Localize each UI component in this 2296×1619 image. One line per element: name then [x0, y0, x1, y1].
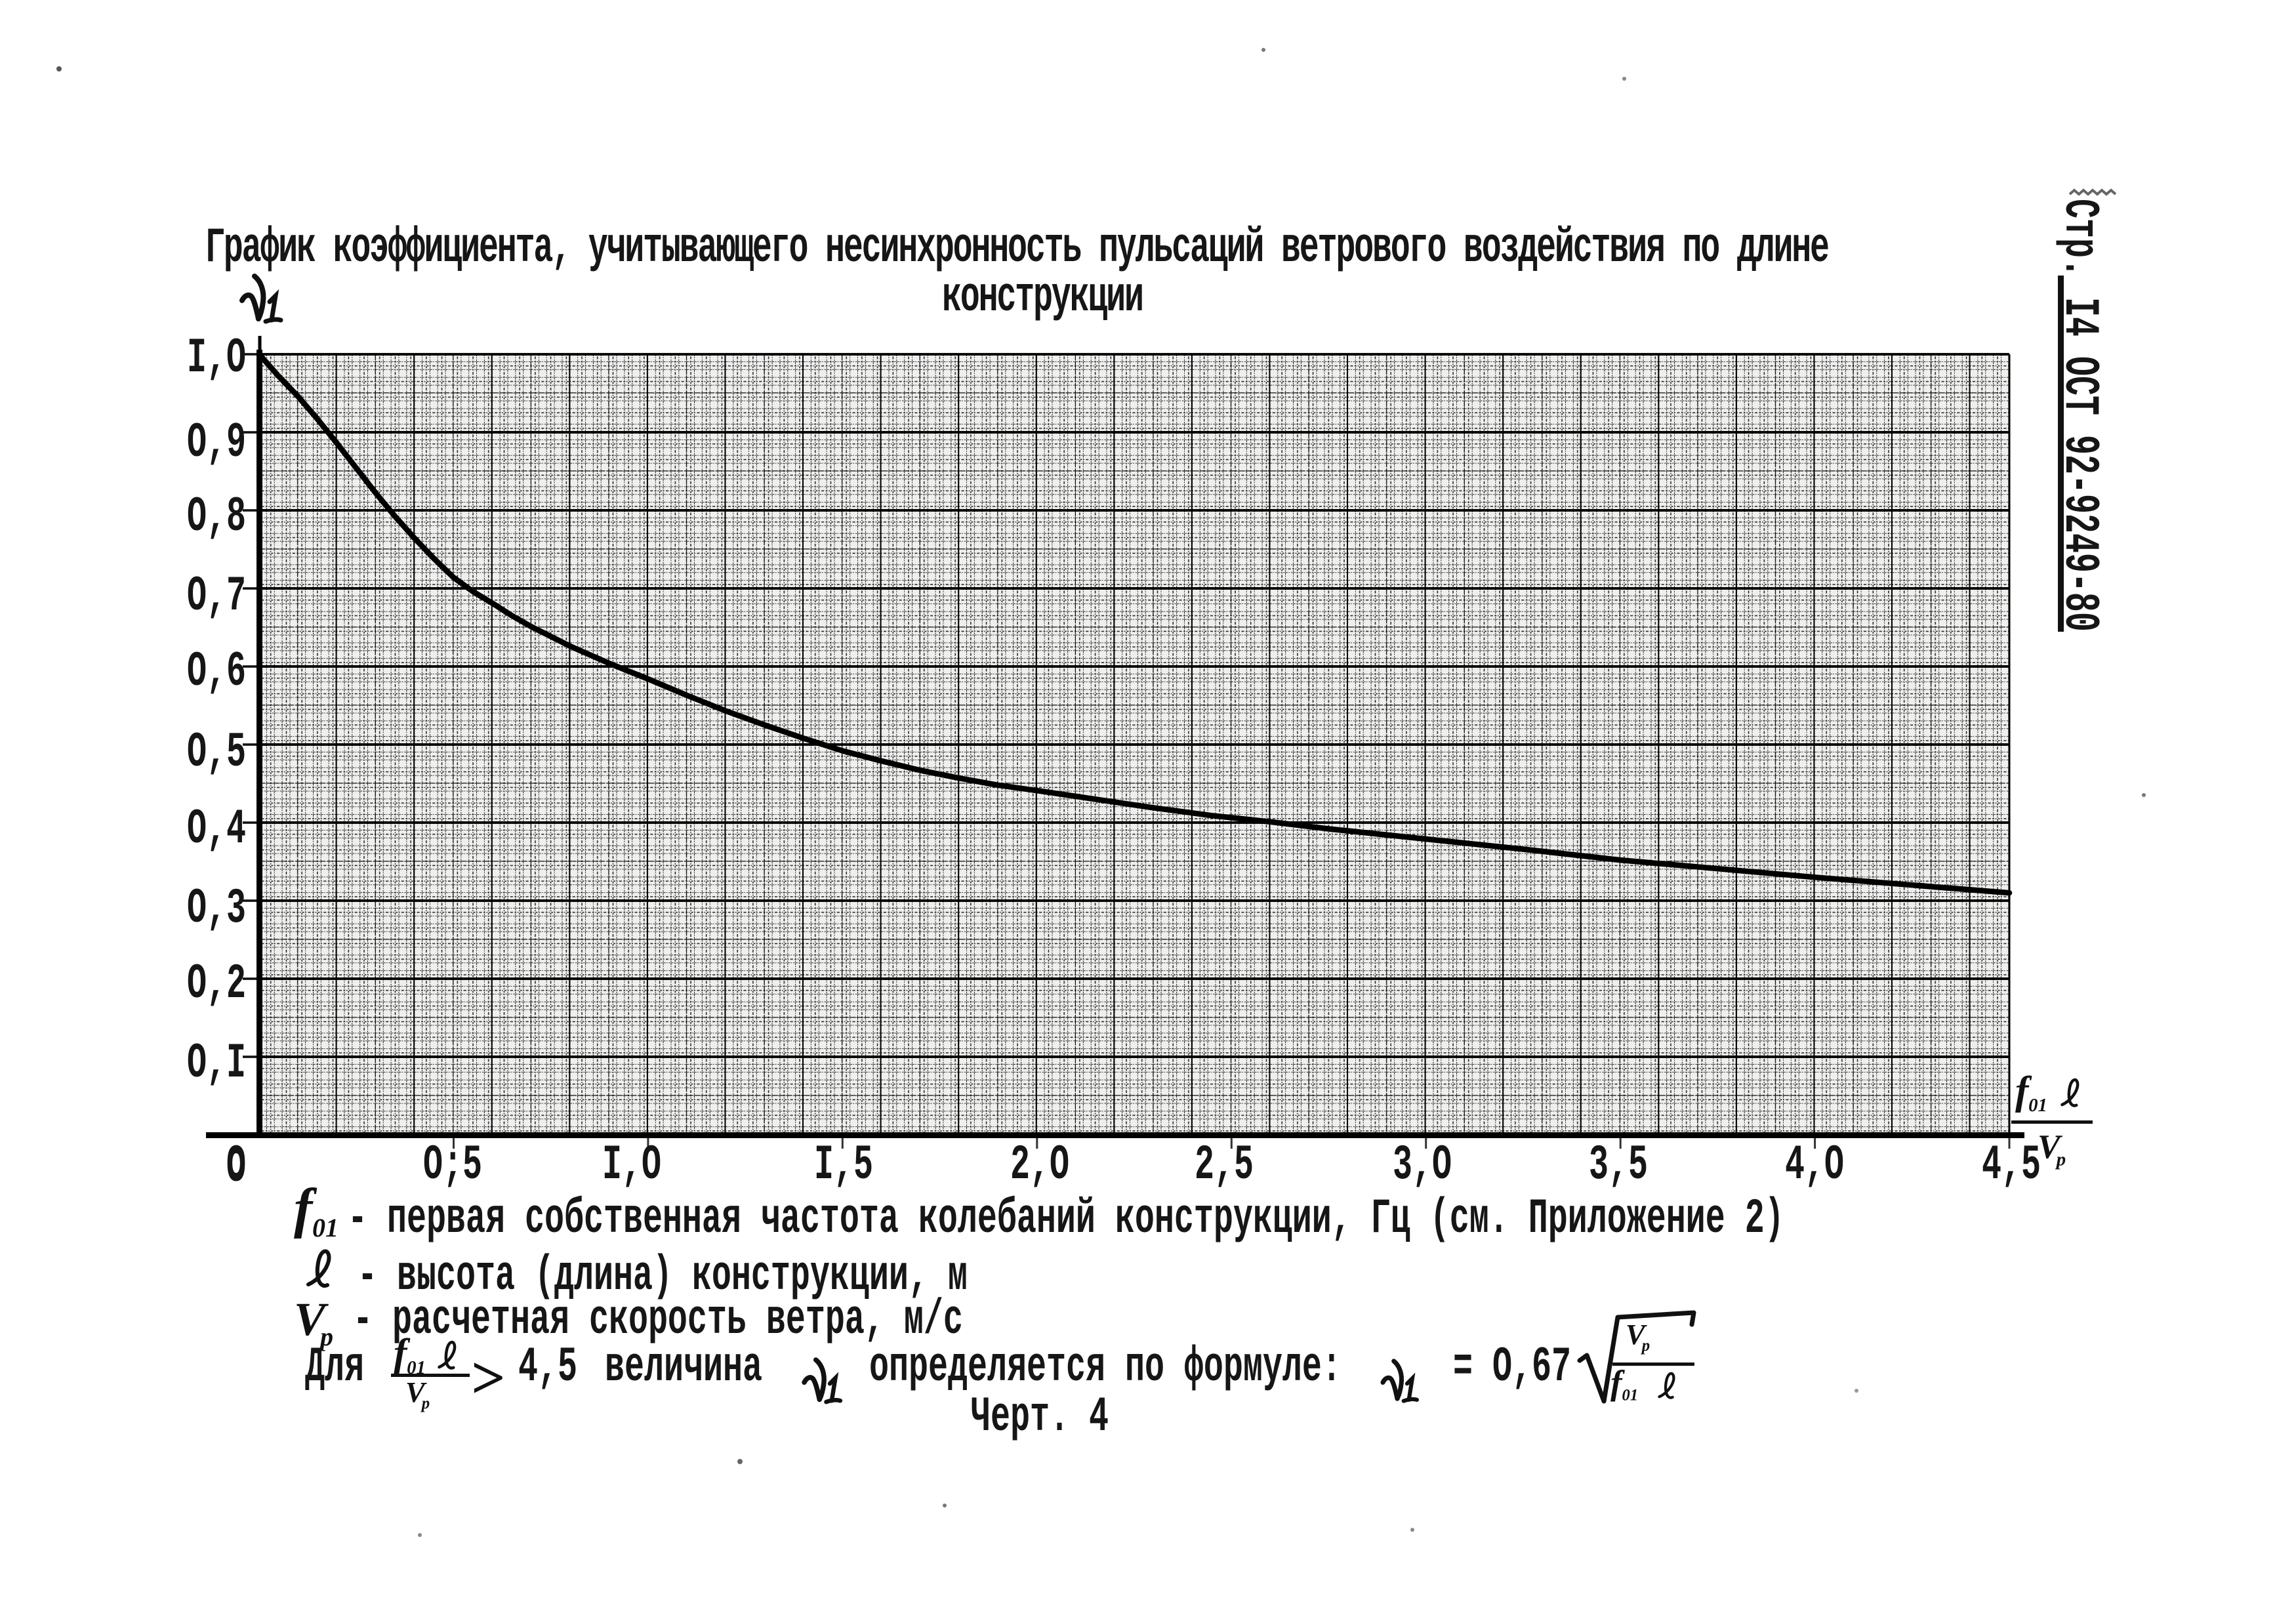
svg-text:О,2: О,2	[187, 957, 246, 1013]
svg-text:= О,67: = О,67	[1453, 1340, 1571, 1396]
svg-text:О,5: О,5	[187, 726, 246, 781]
svg-text:>: >	[470, 1344, 504, 1411]
svg-text:4,5: 4,5	[1982, 1138, 2041, 1194]
svg-text:О,9: О,9	[187, 416, 246, 472]
svg-text:2,5: 2,5	[1195, 1138, 1254, 1194]
svg-text:О,8: О,8	[187, 490, 246, 546]
svg-text:4,О: 4,О	[1785, 1138, 1844, 1194]
svg-text:О;5: О;5	[423, 1138, 482, 1194]
svg-text:конструкции: конструкции	[942, 270, 1143, 326]
svg-text:I,5: I,5	[814, 1138, 873, 1194]
svg-text:I,О: I,О	[602, 1138, 661, 1194]
svg-text:О: О	[226, 1141, 246, 1197]
svg-text:- высота (длина) конструкции,: - высота (длина) конструкции, м	[358, 1249, 968, 1305]
svg-text:определяется по формуле:: определяется по формуле:	[869, 1340, 1342, 1396]
svg-text:- расчетная скорость ветра, м/: - расчетная скорость ветра, м/с	[353, 1293, 963, 1349]
svg-text:О,3: О,3	[187, 882, 246, 937]
svg-text:- первая собственная частота к: - первая собственная частота колебаний к…	[348, 1192, 1784, 1248]
svg-text:величина: величина	[605, 1340, 762, 1396]
svg-text:О,I: О,I	[187, 1036, 246, 1092]
svg-text:О,4: О,4	[187, 802, 246, 858]
svg-text:2,О: 2,О	[1010, 1138, 1069, 1194]
svg-text:4,5: 4,5	[518, 1340, 577, 1396]
svg-text:Для: Для	[305, 1340, 364, 1396]
svg-text:Черт. 4: Черт. 4	[971, 1390, 1109, 1446]
svg-text:I,О: I,О	[187, 331, 246, 387]
svg-text:О,7: О,7	[187, 569, 246, 625]
svg-text:График коэффициента, учитывающ: График коэффициента, учитывающего несинх…	[205, 221, 1828, 277]
svg-text:О: О	[226, 1138, 246, 1194]
svg-text:3,О: 3,О	[1393, 1138, 1452, 1194]
svg-text:О,6: О,6	[187, 645, 246, 701]
svg-text:3,5: 3,5	[1589, 1138, 1648, 1194]
